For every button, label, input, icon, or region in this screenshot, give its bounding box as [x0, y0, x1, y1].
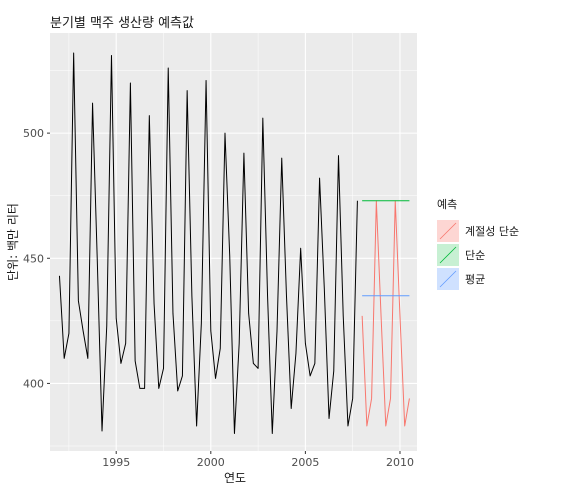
- legend-title: 예측: [437, 198, 458, 211]
- series-layer: [58, 52, 410, 434]
- legend-label-mean: 평균: [465, 273, 486, 286]
- x-tick-label-2: 2005: [291, 456, 319, 469]
- y-tick-label-2: 500: [23, 127, 44, 140]
- y-tick-label-1: 450: [23, 252, 44, 265]
- x-tick-label-3: 2010: [386, 456, 414, 469]
- legend-item-mean: 평균: [437, 267, 519, 291]
- legend-key-mean: [437, 268, 459, 290]
- legend-key-naive: [437, 244, 459, 266]
- legend-label-naive: 단순: [465, 249, 486, 262]
- x-tick-label-1: 2000: [197, 456, 225, 469]
- y-tick-label-0: 400: [23, 377, 44, 390]
- legend-label-seasonal-naive: 계절성 단순: [465, 225, 520, 238]
- seasonal-naive-forecast-line: [361, 200, 410, 427]
- axis-ticks: [47, 132, 401, 454]
- legend: 예측 계절성 단순 단순 평균: [437, 196, 519, 291]
- observed-series-line: [58, 52, 358, 434]
- legend-key-seasonal-naive: [437, 220, 459, 242]
- x-axis-title: 연도: [224, 471, 246, 485]
- legend-item-naive: 단순: [437, 243, 519, 267]
- y-axis-title: 단위: 백만 리터: [6, 203, 20, 281]
- grid-major: [50, 33, 417, 451]
- x-tick-label-0: 1995: [102, 456, 130, 469]
- chart-title: 분기별 맥주 생산량 예측값: [50, 16, 194, 31]
- legend-item-seasonal-naive: 계절성 단순: [437, 219, 519, 243]
- axis-labels: 1995 2000 2005 2010 400 450 500: [23, 127, 414, 469]
